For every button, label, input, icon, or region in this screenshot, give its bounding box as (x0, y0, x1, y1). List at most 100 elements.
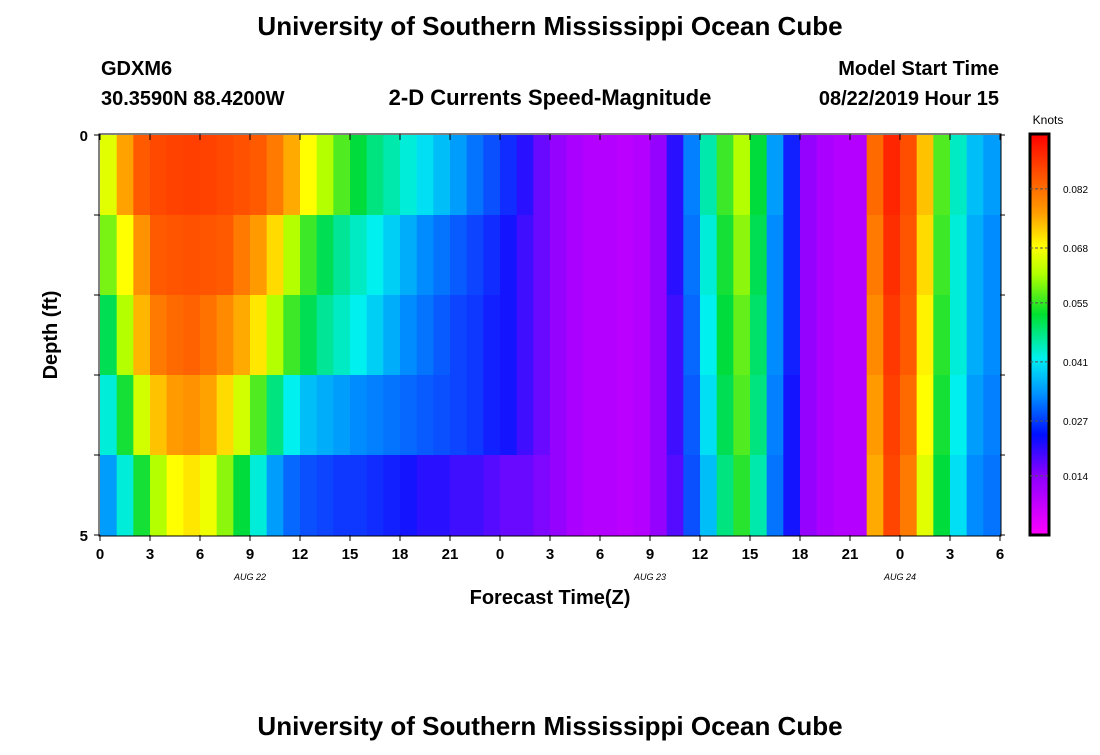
heatmap-cell (600, 295, 618, 376)
heatmap-cell (916, 455, 934, 536)
heatmap-cell (233, 135, 251, 216)
heatmap-cell (683, 295, 701, 376)
heatmap-cell (833, 215, 851, 296)
heatmap-cell (450, 295, 468, 376)
heatmap-cell (966, 375, 984, 456)
heatmap-cell (833, 295, 851, 376)
heatmap-cell (550, 375, 568, 456)
heatmap-cell (116, 215, 134, 296)
heatmap-plot (100, 135, 1001, 536)
heatmap-cell (933, 455, 951, 536)
heatmap-cell (583, 455, 601, 536)
heatmap-cell (783, 295, 801, 376)
model-start-label: Model Start Time (838, 58, 999, 80)
heatmap-cell (900, 375, 918, 456)
heatmap-cell (400, 215, 418, 296)
heatmap-cell (783, 215, 801, 296)
colorbar-tick-label: 0.055 (1063, 299, 1088, 310)
heatmap-cell (800, 375, 818, 456)
heatmap-cell (550, 215, 568, 296)
heatmap-cell (166, 455, 184, 536)
heatmap-cell (366, 375, 384, 456)
date-label: AUG 24 (883, 572, 916, 582)
heatmap-cell (683, 215, 701, 296)
heatmap-cell (783, 455, 801, 536)
heatmap-cell (150, 135, 168, 216)
colorbar-tick-label: 0.014 (1063, 472, 1088, 483)
heatmap-cell (216, 215, 234, 296)
heatmap-cell (316, 455, 334, 536)
heatmap-cell (716, 295, 734, 376)
heatmap-cell (633, 455, 651, 536)
heatmap-cell (800, 215, 818, 296)
heatmap-cell (816, 215, 834, 296)
heatmap-cell (733, 135, 751, 216)
heatmap-cell (766, 215, 784, 296)
heatmap-cell (666, 295, 684, 376)
x-tick-label: 21 (842, 546, 859, 563)
heatmap-cell (300, 375, 318, 456)
heatmap-cell (966, 455, 984, 536)
heatmap-cell (200, 455, 218, 536)
heatmap-cell (550, 135, 568, 216)
heatmap-cell (366, 295, 384, 376)
heatmap-cell (883, 215, 901, 296)
heatmap-cell (750, 375, 768, 456)
station-coords: 30.3590N 88.4200W (101, 88, 285, 110)
heatmap-cell (783, 135, 801, 216)
heatmap-cell (866, 375, 884, 456)
heatmap-cell (716, 215, 734, 296)
station-id: GDXM6 (101, 58, 172, 80)
heatmap-cell (250, 135, 268, 216)
heatmap-cell (483, 135, 501, 216)
x-tick-label: 15 (742, 546, 759, 563)
y-tick-label: 5 (80, 528, 88, 545)
y-tick-label: 0 (80, 128, 88, 145)
heatmap-cell (116, 455, 134, 536)
heatmap-cell (816, 455, 834, 536)
date-label: AUG 22 (233, 572, 266, 582)
x-tick-label: 6 (196, 546, 204, 563)
heatmap-cell (666, 375, 684, 456)
heatmap-cell (950, 135, 968, 216)
heatmap-cell (100, 455, 118, 536)
heatmap-cell (450, 135, 468, 216)
heatmap-cell (133, 375, 151, 456)
heatmap-cell (350, 295, 368, 376)
heatmap-cell (383, 295, 401, 376)
heatmap-cell (100, 375, 118, 456)
heatmap-cell (950, 215, 968, 296)
heatmap-cell (816, 375, 834, 456)
x-tick-label: 6 (596, 546, 604, 563)
heatmap-cell (866, 455, 884, 536)
heatmap-cell (750, 135, 768, 216)
heatmap-cell (383, 455, 401, 536)
heatmap-cell (633, 215, 651, 296)
heatmap-cell (650, 375, 668, 456)
heatmap-cell (700, 295, 718, 376)
heatmap-cell (316, 295, 334, 376)
heatmap-cell (916, 215, 934, 296)
heatmap-cell (200, 135, 218, 216)
heatmap-cell (100, 215, 118, 296)
heatmap-cell (266, 375, 284, 456)
heatmap-cell (150, 375, 168, 456)
heatmap-cell (616, 375, 634, 456)
heatmap-cell (883, 455, 901, 536)
heatmap-cell (183, 375, 201, 456)
heatmap-cell (483, 375, 501, 456)
heatmap-cell (300, 295, 318, 376)
heatmap-cell (500, 215, 518, 296)
heatmap-cell (650, 215, 668, 296)
heatmap-cell (966, 215, 984, 296)
footer-title: University of Southern Mississippi Ocean… (257, 711, 842, 741)
heatmap-cell (983, 455, 1001, 536)
heatmap-cell (566, 295, 584, 376)
heatmap-cell (416, 135, 434, 216)
heatmap-cell (733, 215, 751, 296)
heatmap-cell (183, 295, 201, 376)
heatmap-cell (133, 295, 151, 376)
heatmap-cell (383, 135, 401, 216)
heatmap-cell (316, 375, 334, 456)
